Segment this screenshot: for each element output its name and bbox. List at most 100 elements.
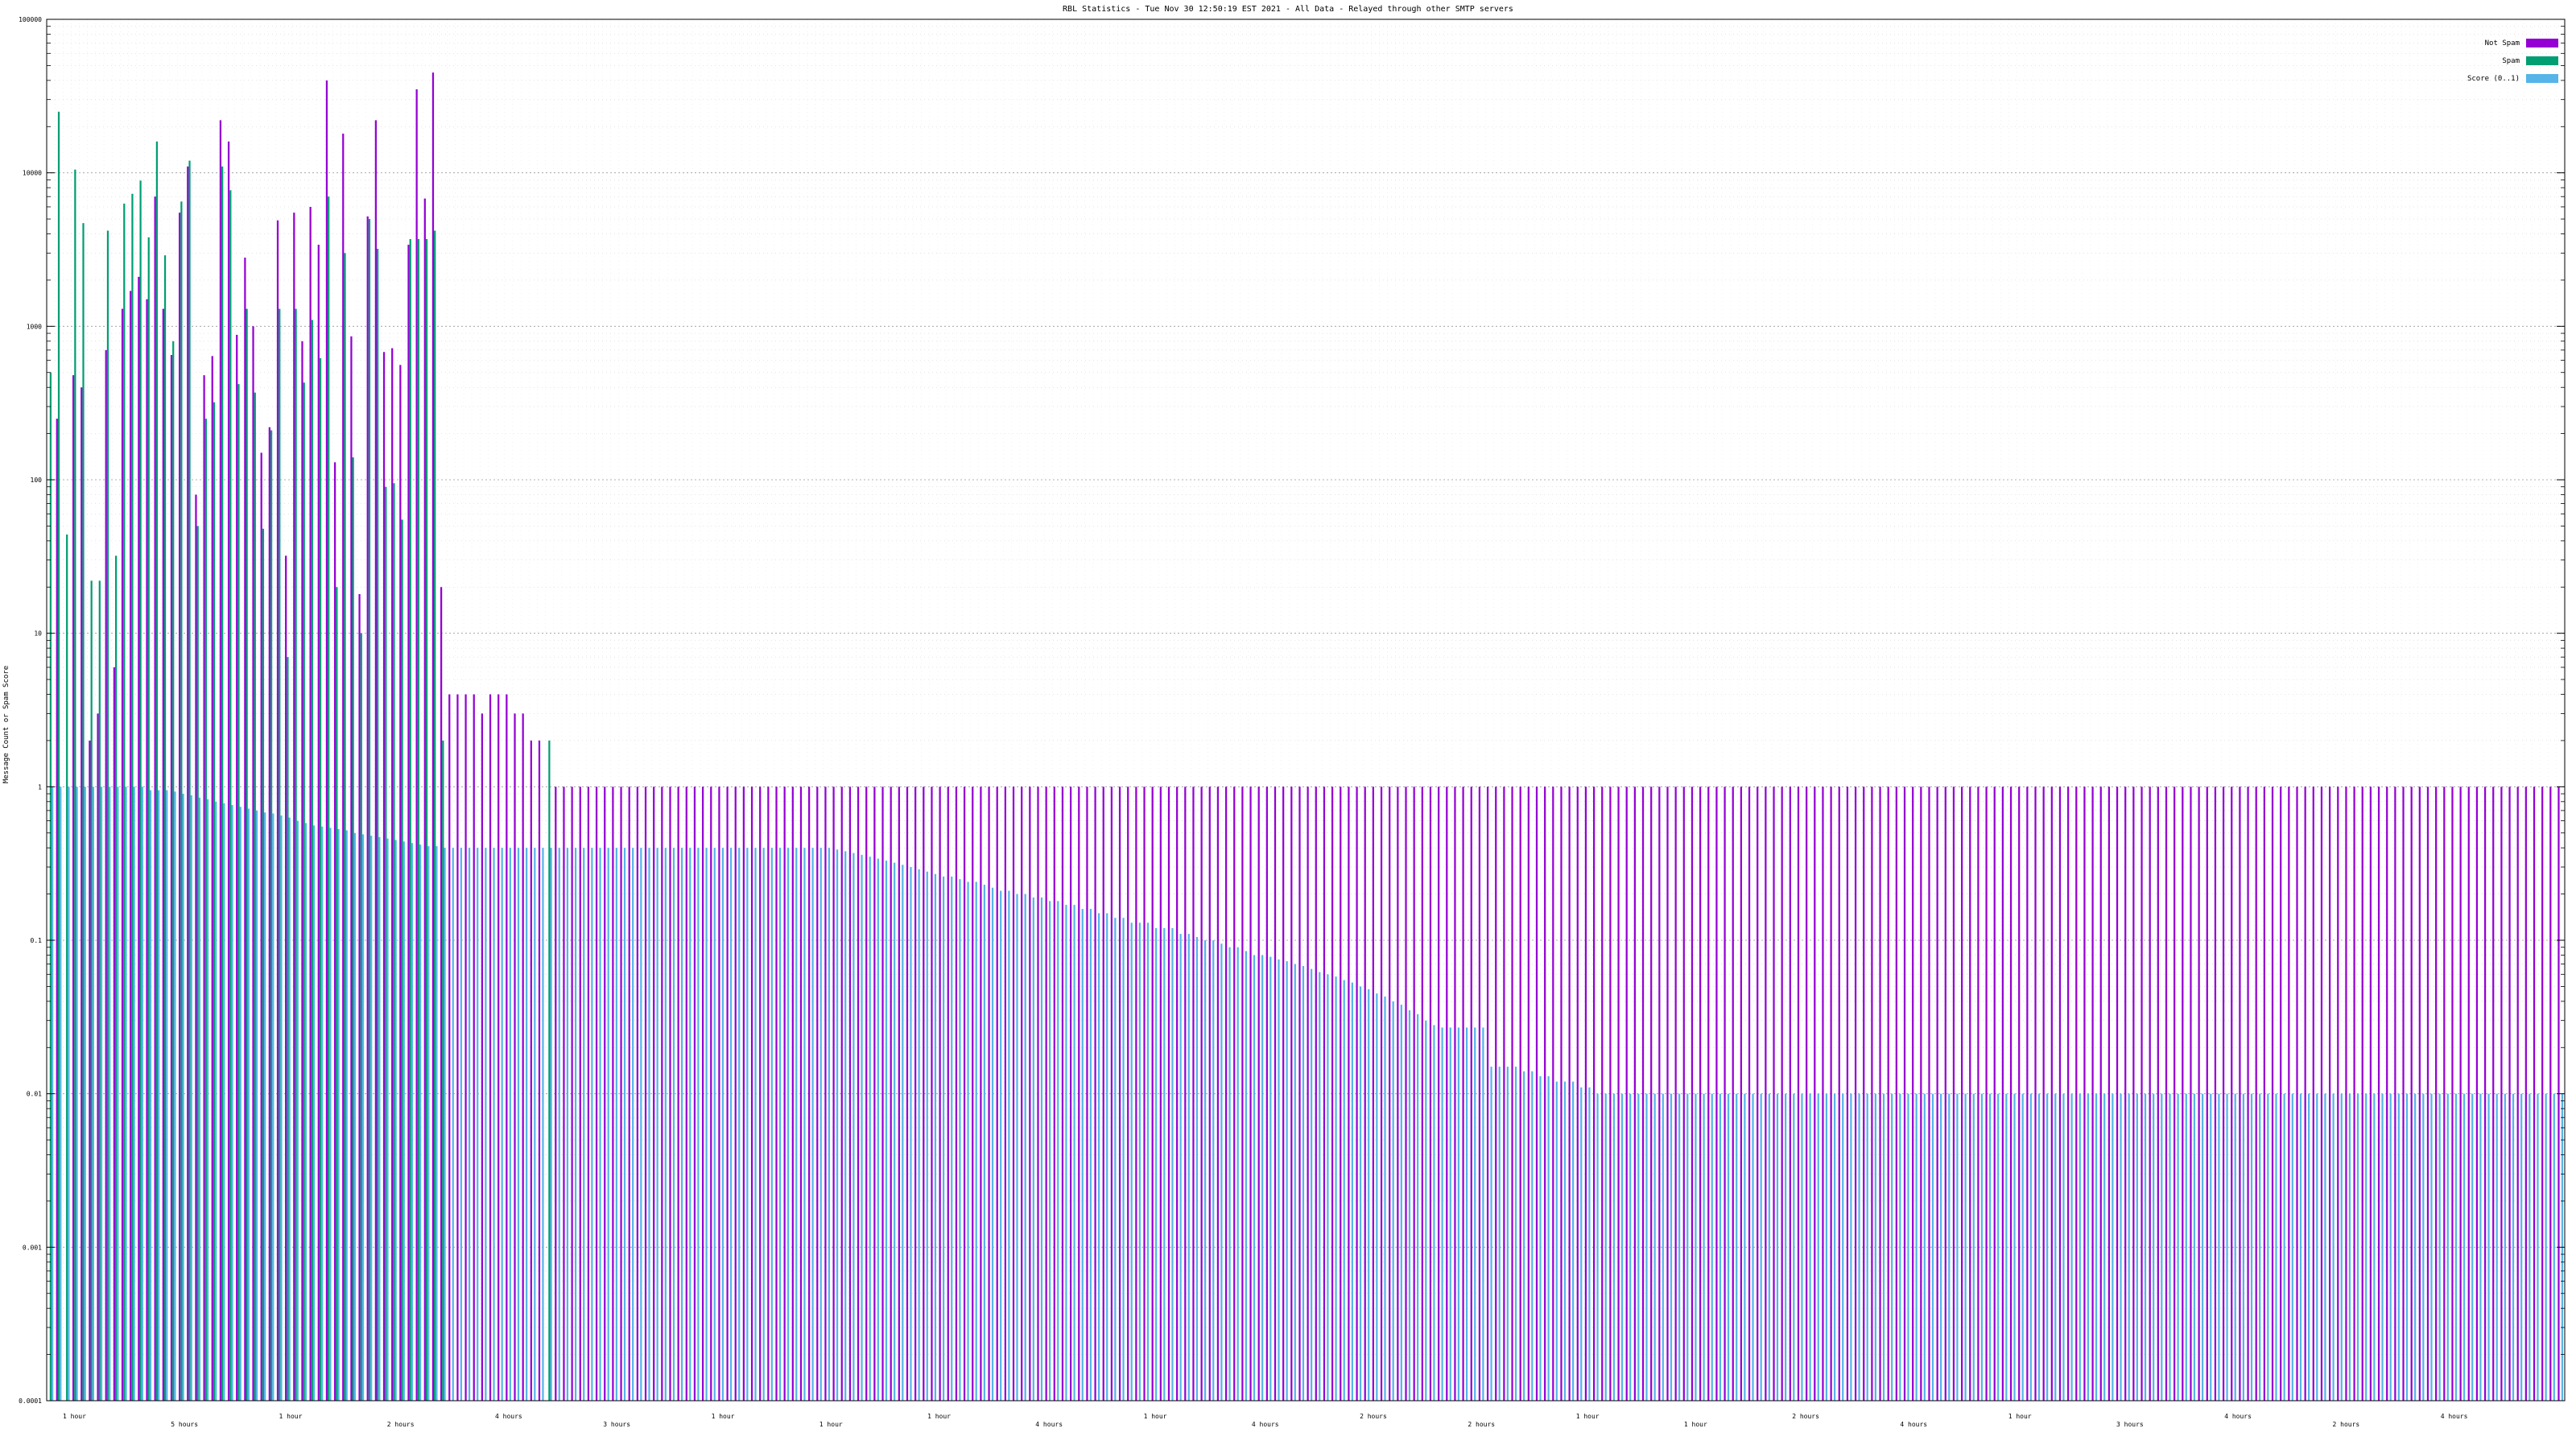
bar-not-spam <box>2280 786 2282 1401</box>
bar-not-spam <box>1298 786 1301 1401</box>
bar-not-spam <box>2263 786 2265 1401</box>
bar-score <box>1555 1081 1558 1401</box>
bar-score <box>1637 1093 1640 1401</box>
bar-not-spam <box>2132 786 2135 1401</box>
bar-not-spam <box>203 375 205 1401</box>
bar-score <box>1948 1093 1951 1401</box>
bar-not-spam <box>1601 786 1604 1401</box>
bar-score <box>1146 923 1150 1401</box>
bar-score <box>2373 1093 2376 1401</box>
bar-score <box>1392 1001 1394 1401</box>
bar-not-spam <box>881 786 884 1401</box>
bar-score <box>1645 1093 1648 1401</box>
bar-spam <box>385 486 387 1401</box>
bar-score <box>2462 1093 2466 1401</box>
bar-not-spam <box>1822 786 1824 1401</box>
bar-spam <box>311 320 313 1402</box>
bar-not-spam <box>2541 786 2544 1401</box>
bar-score <box>1858 1093 1860 1401</box>
bar-score <box>444 848 446 1401</box>
bar-not-spam <box>1715 786 1718 1401</box>
bar-spam <box>131 193 134 1402</box>
bar-score <box>877 858 879 1401</box>
bar-not-spam <box>1340 786 1342 1401</box>
bar-not-spam <box>366 216 369 1401</box>
bar-score <box>1711 1093 1713 1401</box>
bar-not-spam <box>358 593 361 1401</box>
y-tick-label: 10 <box>34 630 42 638</box>
bar-score <box>1195 936 1199 1401</box>
x-group-label: 2 hours <box>2333 1421 2360 1428</box>
x-group-label: 3 hours <box>603 1421 630 1428</box>
bar-score <box>2529 1093 2531 1401</box>
bar-spam <box>123 203 126 1402</box>
bar-score <box>1203 940 1207 1401</box>
bar-not-spam <box>2549 786 2552 1401</box>
bar-score <box>1310 968 1313 1401</box>
bar-not-spam <box>1699 786 1702 1401</box>
bar-not-spam <box>325 80 328 1402</box>
bar-score <box>1997 1093 2000 1401</box>
x-group-label: 4 hours <box>1035 1421 1063 1428</box>
bar-not-spam <box>1863 786 1865 1401</box>
bar-not-spam <box>1650 786 1653 1401</box>
bar-spam <box>66 534 68 1401</box>
bar-spam <box>254 392 256 1401</box>
x-group-label: 4 hours <box>495 1413 522 1420</box>
bar-not-spam <box>2492 786 2495 1401</box>
bar-not-spam <box>2533 786 2536 1401</box>
bar-score <box>1817 1093 1819 1401</box>
bar-not-spam <box>1257 786 1260 1401</box>
bar-not-spam <box>1478 786 1481 1401</box>
bar-not-spam <box>2140 786 2143 1401</box>
x-group-label: 1 hour <box>927 1413 951 1420</box>
bar-score <box>174 791 176 1401</box>
bar-score <box>1294 964 1296 1401</box>
bar-not-spam <box>628 786 630 1401</box>
bar-spam <box>434 230 436 1401</box>
x-group-label: 2 hours <box>1468 1421 1495 1428</box>
bar-score <box>803 848 806 1401</box>
bar-not-spam <box>1135 786 1137 1401</box>
bar-spam <box>417 239 419 1401</box>
bar-score <box>787 848 790 1401</box>
bar-not-spam <box>1503 786 1505 1401</box>
bar-score <box>2120 1093 2122 1401</box>
bar-not-spam <box>1666 786 1669 1401</box>
bar-not-spam <box>1224 786 1228 1401</box>
bar-not-spam <box>1372 786 1374 1401</box>
bar-not-spam <box>2296 786 2298 1401</box>
bar-score <box>1539 1075 1542 1401</box>
bar-not-spam <box>612 786 614 1401</box>
x-group-label: 4 hours <box>1900 1421 1927 1428</box>
bar-not-spam <box>2190 786 2192 1401</box>
bar-not-spam <box>710 786 712 1401</box>
bar-spam <box>295 308 297 1401</box>
bar-score <box>672 848 675 1401</box>
bar-not-spam <box>2426 786 2429 1401</box>
bar-score <box>2005 1093 2008 1401</box>
bar-spam <box>344 253 346 1401</box>
bar-not-spam <box>1061 786 1064 1401</box>
bar-score <box>599 848 601 1401</box>
bar-spam <box>352 457 354 1401</box>
x-group-label: 2 hours <box>1360 1413 1387 1420</box>
bar-not-spam <box>980 786 982 1401</box>
bar-score <box>1744 1093 1746 1401</box>
bar-not-spam <box>726 786 729 1401</box>
bar-score <box>1850 1093 1852 1401</box>
bar-not-spam <box>1184 786 1187 1401</box>
bar-not-spam <box>1592 786 1596 1401</box>
bar-spam <box>229 190 232 1401</box>
bar-score <box>60 786 62 1401</box>
bar-score <box>648 848 650 1401</box>
bar-not-spam <box>636 786 638 1401</box>
bar-not-spam <box>1413 786 1415 1401</box>
bar-score <box>1727 1093 1730 1401</box>
bar-spam <box>376 249 379 1401</box>
bar-not-spam <box>1707 786 1710 1401</box>
bar-score <box>2021 1093 2024 1401</box>
bar-not-spam <box>2483 786 2487 1401</box>
bar-spam <box>163 255 167 1401</box>
bar-not-spam <box>947 786 949 1401</box>
